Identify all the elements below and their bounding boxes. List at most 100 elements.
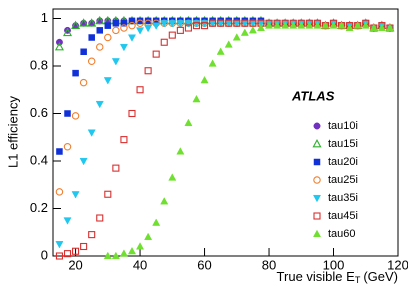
data-point [217, 19, 225, 27]
data-point [79, 157, 88, 166]
data-point [63, 143, 72, 151]
y-tick-label: 0.2 [30, 200, 48, 215]
data-point [87, 129, 96, 137]
data-point [64, 110, 71, 117]
data-point [176, 26, 184, 34]
x-tick-label: 40 [133, 257, 147, 272]
legend-marker [312, 139, 322, 148]
x-tick-label: 80 [262, 257, 276, 272]
data-point [345, 23, 354, 32]
data-point [111, 251, 120, 260]
data-point [281, 21, 290, 29]
data-point [96, 214, 104, 222]
data-point [120, 24, 128, 32]
data-point [136, 27, 145, 35]
data-point [71, 20, 81, 29]
data-point [103, 77, 112, 85]
legend-label: tau45i [328, 210, 358, 222]
data-point [160, 20, 169, 28]
data-point [136, 17, 144, 25]
data-point [256, 23, 265, 32]
data-point [209, 19, 217, 27]
data-point [96, 27, 104, 34]
data-point [385, 23, 394, 32]
data-point [168, 31, 176, 39]
data-point [55, 188, 64, 196]
y-tick-label: 0.4 [30, 152, 48, 167]
data-point [321, 21, 330, 29]
data-point [104, 22, 112, 29]
data-point [241, 19, 249, 27]
data-point [152, 50, 160, 58]
data-point [128, 109, 136, 118]
data-point [63, 250, 72, 258]
data-point [87, 57, 96, 65]
data-point [297, 21, 306, 29]
y-tick-label: 0.8 [30, 57, 48, 72]
data-point [224, 40, 233, 48]
data-point [152, 22, 161, 30]
data-point [361, 21, 370, 29]
data-point [353, 21, 362, 29]
data-point [112, 26, 120, 35]
data-point [128, 21, 136, 30]
data-point [176, 147, 185, 155]
data-point [248, 26, 257, 34]
legend-label: tau20i [328, 156, 358, 168]
data-point [104, 190, 112, 198]
data-point [184, 20, 193, 28]
data-point [55, 252, 63, 260]
data-point [144, 24, 153, 33]
data-point [168, 173, 177, 181]
data-point [95, 15, 105, 25]
data-point [233, 19, 241, 27]
data-point [305, 21, 314, 29]
legend-marker [312, 229, 322, 238]
data-point [96, 43, 104, 51]
data-point [160, 197, 169, 205]
data-point [62, 27, 73, 37]
data-point [289, 21, 298, 29]
y-tick-label: 1 [41, 10, 48, 25]
data-point [265, 21, 274, 29]
data-point [152, 218, 161, 226]
data-point [95, 100, 104, 109]
data-point [127, 246, 137, 255]
data-point [71, 191, 80, 199]
data-point [184, 118, 193, 127]
data-point [127, 34, 137, 42]
data-point [120, 136, 128, 144]
data-point [128, 17, 136, 25]
data-point [168, 20, 177, 28]
x-label-sub: T [355, 275, 361, 285]
data-point [200, 75, 209, 84]
data-point [119, 43, 128, 52]
data-point [88, 231, 96, 239]
x-label-unit: (GeV) [363, 269, 398, 284]
data-point [176, 20, 185, 28]
legend-label: tau15i [328, 138, 358, 150]
data-point [88, 34, 95, 41]
y-axis-label: L1 efficiency [5, 95, 20, 168]
data-point [232, 33, 241, 41]
data-point [192, 22, 201, 30]
data-point [79, 18, 89, 27]
data-point [313, 21, 322, 29]
data-point [56, 148, 63, 155]
legend-marker [313, 176, 321, 184]
x-tick-label: 120 [387, 257, 408, 272]
data-point [136, 19, 144, 27]
data-point [225, 19, 233, 27]
data-point [192, 94, 201, 103]
data-point [329, 21, 338, 29]
data-point [55, 241, 64, 249]
x-label-main: True visible E [277, 269, 356, 284]
x-axis-label: True visible ET (GeV) [277, 269, 398, 285]
data-point [208, 59, 217, 67]
data-point [112, 20, 120, 27]
data-point [119, 249, 128, 257]
data-point [144, 17, 152, 25]
legend-marker [313, 158, 321, 166]
legend-marker [313, 122, 321, 130]
